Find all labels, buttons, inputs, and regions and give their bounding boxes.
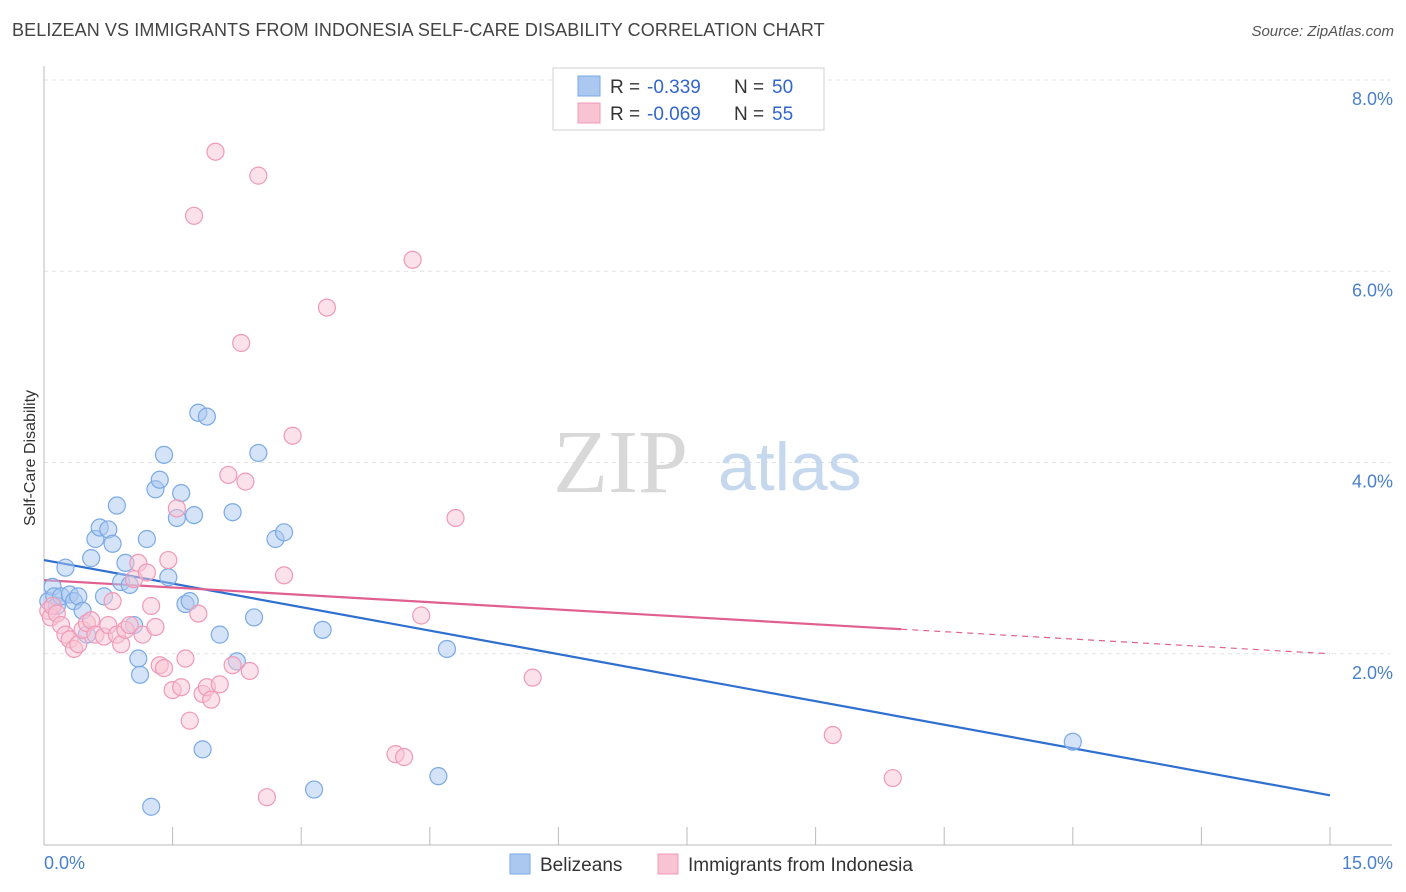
point-indonesia xyxy=(219,465,238,485)
point-indonesia xyxy=(159,550,178,570)
point-indonesia xyxy=(189,604,208,623)
point-belizeans xyxy=(1063,732,1082,751)
point-belizeans xyxy=(82,549,101,568)
watermark-atlas: atlas xyxy=(718,429,862,505)
point-indonesia xyxy=(283,426,302,445)
point-indonesia xyxy=(172,678,191,697)
stats-legend: R = -0.339 N = 50 R = -0.069 N = 55 xyxy=(552,67,825,131)
y-tick-label: 6.0% xyxy=(1352,280,1393,300)
point-belizeans xyxy=(210,625,229,644)
point-belizeans xyxy=(193,740,212,759)
legend-r-label-1: R = xyxy=(610,77,640,98)
point-indonesia xyxy=(883,768,902,788)
point-indonesia xyxy=(236,472,255,491)
point-indonesia xyxy=(257,788,277,807)
point-belizeans xyxy=(172,484,191,503)
y-tick-label: 4.0% xyxy=(1352,472,1393,492)
series-legend: Belizeans Immigrants from Indonesia xyxy=(509,853,913,876)
y-tick-label: 8.0% xyxy=(1352,89,1393,109)
point-belizeans xyxy=(129,649,148,668)
point-belizeans xyxy=(197,407,216,426)
point-indonesia xyxy=(184,206,204,225)
point-belizeans xyxy=(107,496,126,515)
point-belizeans xyxy=(150,470,169,489)
point-indonesia xyxy=(167,499,186,518)
point-indonesia xyxy=(206,142,225,161)
point-belizeans xyxy=(180,592,199,611)
point-indonesia xyxy=(394,747,414,767)
point-indonesia xyxy=(523,668,542,687)
point-belizeans xyxy=(429,767,448,786)
point-indonesia xyxy=(823,725,842,745)
point-indonesia xyxy=(446,508,465,528)
y-tick-label: 2.0% xyxy=(1352,663,1393,683)
legend-r-label-2: R = xyxy=(610,104,640,125)
point-belizeans xyxy=(56,558,75,577)
point-indonesia xyxy=(274,566,294,585)
point-indonesia xyxy=(210,675,229,694)
watermark-zip: ZIP xyxy=(553,413,688,512)
point-belizeans xyxy=(313,620,332,639)
trend-layer xyxy=(43,558,1331,797)
point-belizeans xyxy=(154,445,174,464)
point-belizeans xyxy=(244,608,264,627)
series-name-belizeans: Belizeans xyxy=(540,855,622,876)
point-indonesia xyxy=(223,656,242,675)
legend-swatch-indonesia xyxy=(577,102,601,124)
x-tick-label-max: 15.0% xyxy=(1342,853,1393,873)
legend-n-value-1: 50 xyxy=(772,77,793,98)
trendline-indonesia-extension xyxy=(901,628,1331,655)
point-belizeans xyxy=(159,568,178,587)
point-indonesia xyxy=(249,166,268,185)
legend-n-label-1: N = xyxy=(734,77,764,98)
y-axis-title: Self-Care Disability xyxy=(22,390,39,526)
point-indonesia xyxy=(180,711,199,730)
points-layer xyxy=(39,142,1082,816)
series-name-indonesia: Immigrants from Indonesia xyxy=(688,855,913,876)
legend-r-value-2: -0.069 xyxy=(647,104,701,125)
point-indonesia xyxy=(142,596,161,616)
x-tick-label-min: 0.0% xyxy=(44,853,85,873)
point-belizeans xyxy=(103,534,122,553)
legend-n-label-2: N = xyxy=(734,104,764,125)
point-indonesia xyxy=(317,298,337,317)
point-indonesia xyxy=(403,250,422,269)
legend-n-value-2: 55 xyxy=(772,104,793,125)
watermark: ZIP atlas xyxy=(553,413,862,512)
legend-swatch-belizeans xyxy=(577,75,601,97)
series-swatch-belizeans xyxy=(509,853,531,875)
chart-title: BELIZEAN VS IMMIGRANTS FROM INDONESIA SE… xyxy=(12,20,825,40)
point-belizeans xyxy=(142,797,161,816)
point-belizeans xyxy=(437,639,457,659)
point-indonesia xyxy=(240,661,259,681)
point-indonesia xyxy=(412,606,431,625)
point-belizeans xyxy=(184,505,204,525)
point-indonesia xyxy=(120,615,139,635)
axis-layer: 2.0% 4.0% 6.0% 8.0% 0.0% 15.0% xyxy=(43,66,1393,873)
point-indonesia xyxy=(232,333,251,353)
trendline-indonesia xyxy=(43,579,902,631)
point-belizeans xyxy=(249,443,268,463)
point-indonesia xyxy=(202,690,221,709)
point-indonesia xyxy=(137,563,156,582)
point-belizeans xyxy=(223,503,242,522)
trendline-belizeans xyxy=(43,558,1331,797)
point-indonesia xyxy=(103,592,122,611)
point-belizeans xyxy=(130,665,150,684)
point-indonesia xyxy=(146,617,165,637)
point-belizeans xyxy=(274,523,294,542)
point-belizeans xyxy=(137,529,156,549)
legend-r-value-1: -0.339 xyxy=(647,77,701,98)
point-indonesia xyxy=(154,658,174,678)
point-indonesia xyxy=(176,649,195,668)
point-belizeans xyxy=(304,780,324,799)
source-label: Source: ZipAtlas.com xyxy=(1251,23,1394,40)
grid-layer xyxy=(44,79,1390,655)
series-swatch-indonesia xyxy=(657,853,679,875)
